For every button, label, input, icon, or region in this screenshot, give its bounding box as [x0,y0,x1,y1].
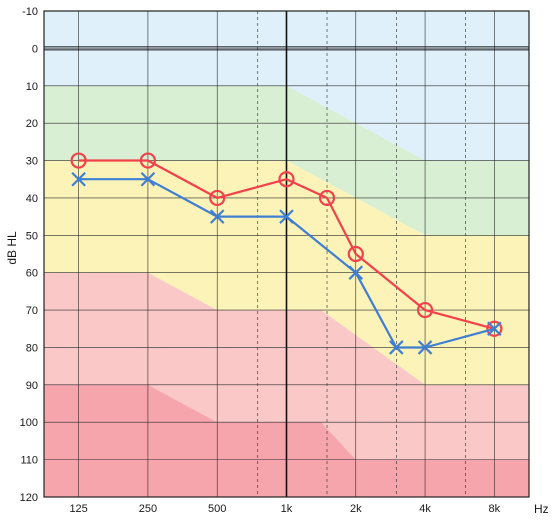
x-tick-label: 4k [419,503,431,515]
y-tick-label: 80 [26,342,38,354]
x-tick-label: 2k [350,503,362,515]
marker-x-3 [279,209,294,224]
y-tick-label: 70 [26,305,38,317]
grid-lines [44,10,529,498]
y-tick-label: 20 [26,118,38,130]
x-tick-label: 250 [139,503,157,515]
marker-x-0 [71,171,86,187]
marker-circle-4 [318,189,336,207]
series-circle [70,152,503,337]
y-tick-label: 30 [26,156,38,168]
series-line-circle [78,159,495,330]
y-tick-label: 50 [26,230,38,242]
marker-circle-2 [209,189,226,207]
y-tick-label: 40 [26,193,38,205]
series-layer [70,152,503,355]
y-axis-tick-labels: -10 0 10 20 30 40 50 60 70 80 90 100 110 120 [20,6,38,504]
marker-circle-6 [416,301,434,319]
marker-x-6 [417,340,433,355]
x-axis-tick-labels: 125 250 500 1k 2k 4k 8k [69,503,500,515]
marker-x-2 [209,209,225,224]
marker-x-1 [140,171,156,187]
y-tick-label: 120 [20,492,38,504]
series-x [71,171,502,355]
y-axis-label: dB HL [5,231,19,265]
x-tick-label: 8k [489,503,501,515]
x-axis-unit-label: Hz [534,502,549,516]
marker-circle-5 [347,245,364,263]
x-tick-label: 125 [69,503,87,515]
y-tick-label: 60 [26,268,38,280]
y-tick-label: 110 [20,455,38,467]
marker-circle-0 [70,152,87,169]
plot-border [43,10,530,498]
marker-circle-1 [139,152,157,169]
y-tick-label: 100 [20,417,38,429]
series-line-x [78,178,495,349]
x-tick-label: 500 [208,503,226,515]
marker-x-4 [348,265,364,280]
y-tick-label: 0 [32,43,38,55]
marker-x-7 [487,321,502,337]
marker-x-5 [389,340,404,355]
y-tick-label: 10 [26,81,38,93]
x-tick-label: 1k [281,503,293,515]
y-tick-label: -10 [22,6,38,18]
y-tick-label: 90 [26,380,38,392]
marker-circle-3 [278,171,295,188]
zero-reference-line [44,46,529,51]
marker-circle-7 [486,320,503,337]
